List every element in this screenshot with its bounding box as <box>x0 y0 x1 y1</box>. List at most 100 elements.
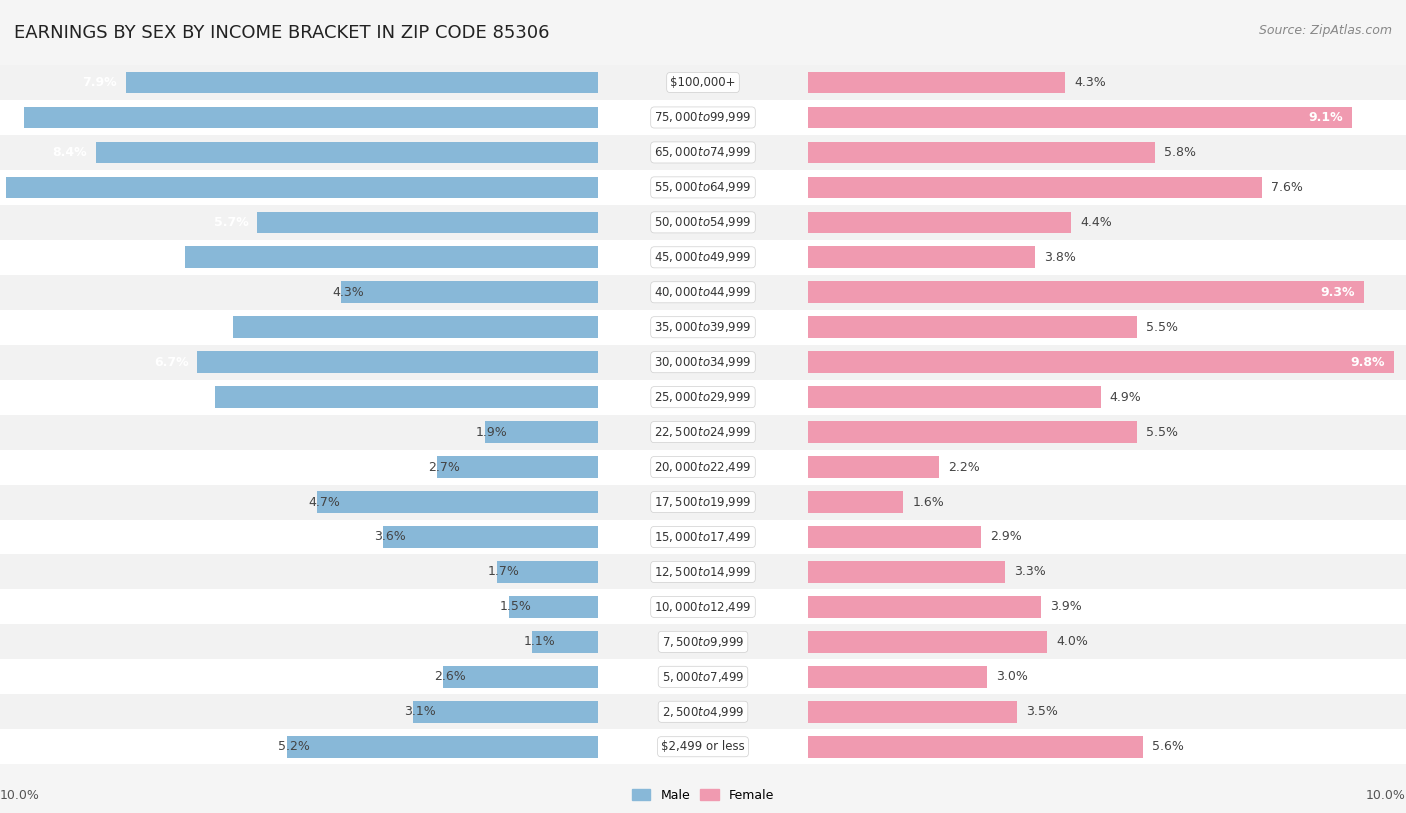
Bar <box>0 205 599 240</box>
Bar <box>496 561 599 583</box>
Bar <box>599 485 807 520</box>
Bar <box>807 694 1406 729</box>
Bar <box>807 100 1406 135</box>
Text: 4.9%: 4.9% <box>1109 391 1142 403</box>
Bar <box>257 211 599 233</box>
Bar <box>0 415 599 450</box>
Bar <box>485 421 599 443</box>
Text: 5.6%: 5.6% <box>1152 741 1184 753</box>
Text: 3.1%: 3.1% <box>404 706 436 718</box>
Bar <box>0 659 599 694</box>
Bar <box>0 694 599 729</box>
Text: $35,000 to $39,999: $35,000 to $39,999 <box>654 320 752 334</box>
Bar <box>807 589 1406 624</box>
Text: 3.3%: 3.3% <box>1014 566 1046 578</box>
Bar <box>0 170 599 205</box>
Text: $40,000 to $44,999: $40,000 to $44,999 <box>654 285 752 299</box>
Text: $30,000 to $34,999: $30,000 to $34,999 <box>654 355 752 369</box>
Bar <box>0 100 599 135</box>
Text: 4.3%: 4.3% <box>332 286 364 298</box>
Text: $15,000 to $17,499: $15,000 to $17,499 <box>654 530 752 544</box>
Bar <box>533 631 599 653</box>
Text: 4.3%: 4.3% <box>1074 76 1105 89</box>
Bar <box>807 141 1154 163</box>
Bar <box>599 415 807 450</box>
Bar <box>599 135 807 170</box>
Text: 6.4%: 6.4% <box>172 391 207 403</box>
Bar <box>599 100 807 135</box>
Text: 6.7%: 6.7% <box>153 356 188 368</box>
Bar <box>807 736 1143 758</box>
Text: 6.9%: 6.9% <box>142 251 177 263</box>
Bar <box>215 386 599 408</box>
Text: $65,000 to $74,999: $65,000 to $74,999 <box>654 146 752 159</box>
Text: $22,500 to $24,999: $22,500 to $24,999 <box>654 425 752 439</box>
Text: 1.9%: 1.9% <box>475 426 508 438</box>
Bar <box>0 135 599 170</box>
Text: $2,499 or less: $2,499 or less <box>661 741 745 753</box>
Bar <box>599 240 807 275</box>
Bar <box>807 211 1071 233</box>
Bar <box>599 310 807 345</box>
Text: 1.1%: 1.1% <box>523 636 555 648</box>
Bar <box>287 736 599 758</box>
Bar <box>807 345 1406 380</box>
Text: $7,500 to $9,999: $7,500 to $9,999 <box>662 635 744 649</box>
Text: 2.9%: 2.9% <box>990 531 1022 543</box>
Bar <box>807 554 1406 589</box>
Text: 10.0%: 10.0% <box>0 789 39 802</box>
Bar <box>807 72 1064 93</box>
Text: 1.5%: 1.5% <box>499 601 531 613</box>
Bar <box>0 624 599 659</box>
Bar <box>807 421 1137 443</box>
Bar <box>96 141 599 163</box>
Bar <box>342 281 599 303</box>
Bar <box>599 450 807 485</box>
Bar <box>807 275 1406 310</box>
Bar <box>807 456 939 478</box>
Text: 9.1%: 9.1% <box>1309 111 1343 124</box>
Text: $12,500 to $14,999: $12,500 to $14,999 <box>654 565 752 579</box>
Text: 7.6%: 7.6% <box>1271 181 1303 193</box>
Bar <box>24 107 599 128</box>
Bar <box>599 624 807 659</box>
Bar <box>807 561 1005 583</box>
Legend: Male, Female: Male, Female <box>627 784 779 806</box>
Text: $50,000 to $54,999: $50,000 to $54,999 <box>654 215 752 229</box>
Text: 2.7%: 2.7% <box>427 461 460 473</box>
Bar <box>807 485 1406 520</box>
Bar <box>807 281 1364 303</box>
Text: 9.8%: 9.8% <box>1351 356 1385 368</box>
Text: $2,500 to $4,999: $2,500 to $4,999 <box>662 705 744 719</box>
Bar <box>807 701 1017 723</box>
Text: $10,000 to $12,499: $10,000 to $12,499 <box>654 600 752 614</box>
Bar <box>6 176 599 198</box>
Text: 1.7%: 1.7% <box>488 566 519 578</box>
Bar <box>599 694 807 729</box>
Bar <box>599 275 807 310</box>
Text: 8.4%: 8.4% <box>52 146 87 159</box>
Bar <box>509 596 599 618</box>
Text: $25,000 to $29,999: $25,000 to $29,999 <box>654 390 752 404</box>
Bar <box>0 589 599 624</box>
Text: $17,500 to $19,999: $17,500 to $19,999 <box>654 495 752 509</box>
Bar <box>807 596 1040 618</box>
Text: $55,000 to $64,999: $55,000 to $64,999 <box>654 180 752 194</box>
Text: $75,000 to $99,999: $75,000 to $99,999 <box>654 111 752 124</box>
Text: 5.5%: 5.5% <box>1146 321 1178 333</box>
Bar <box>0 485 599 520</box>
Bar <box>0 380 599 415</box>
Bar <box>599 170 807 205</box>
Bar <box>807 526 981 548</box>
Bar <box>233 316 599 338</box>
Bar <box>0 520 599 554</box>
Bar <box>413 701 599 723</box>
Bar <box>599 554 807 589</box>
Bar <box>443 666 599 688</box>
Bar <box>807 659 1406 694</box>
Text: 2.2%: 2.2% <box>948 461 980 473</box>
Bar <box>437 456 599 478</box>
Text: 3.6%: 3.6% <box>374 531 406 543</box>
Bar <box>599 520 807 554</box>
Bar <box>0 729 599 764</box>
